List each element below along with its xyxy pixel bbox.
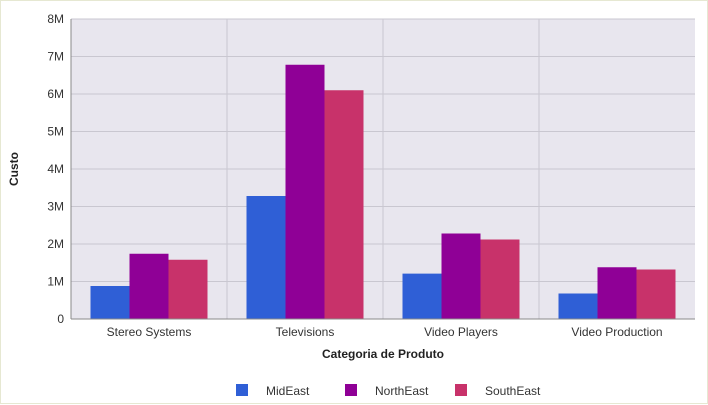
x-tick-label: Video Production (571, 325, 662, 339)
y-tick-label: 7M (47, 50, 64, 64)
y-tick-label: 8M (47, 12, 64, 26)
legend-label-northeast: NorthEast (375, 384, 429, 398)
y-axis-ticks: 0 1M 2M 3M 4M 5M 6M 7M 8M (47, 12, 64, 326)
legend-label-southeast: SouthEast (485, 384, 541, 398)
bar-mideast-2 (246, 196, 286, 319)
bar-southeast-3 (480, 239, 520, 319)
y-tick-label: 6M (47, 87, 64, 101)
bar-mideast-4 (558, 293, 598, 319)
bar-mideast-1 (90, 286, 130, 319)
bar-northeast-2 (285, 64, 325, 319)
y-tick-label: 1M (47, 275, 64, 289)
x-tick-label: Video Players (424, 325, 498, 339)
y-tick-label: 4M (47, 162, 64, 176)
axes (70, 19, 695, 320)
y-tick-label: 2M (47, 237, 64, 251)
bar-northeast-3 (441, 233, 481, 319)
legend: MidEast NorthEast SouthEast (236, 384, 541, 398)
y-tick-label: 3M (47, 200, 64, 214)
x-tick-label: Televisions (276, 325, 335, 339)
legend-swatch-southeast (455, 384, 467, 396)
bar-mideast-3 (402, 273, 442, 319)
x-axis-title: Categoria de Produto (322, 347, 444, 361)
y-tick-label: 0 (57, 312, 64, 326)
bar-southeast-2 (324, 90, 364, 319)
y-tick-label: 5M (47, 125, 64, 139)
bar-southeast-4 (636, 269, 676, 319)
x-axis-ticks: Stereo Systems Televisions Video Players Vi… (107, 325, 663, 339)
legend-swatch-mideast (236, 384, 248, 396)
bar-southeast-1 (168, 259, 208, 319)
y-axis-title: Custo (7, 152, 21, 186)
legend-swatch-northeast (345, 384, 357, 396)
bar-northeast-1 (129, 253, 169, 319)
legend-label-mideast: MidEast (266, 384, 310, 398)
bars (90, 64, 676, 319)
grid-lines (71, 18, 695, 319)
x-tick-label: Stereo Systems (107, 325, 192, 339)
bar-northeast-4 (597, 267, 637, 319)
